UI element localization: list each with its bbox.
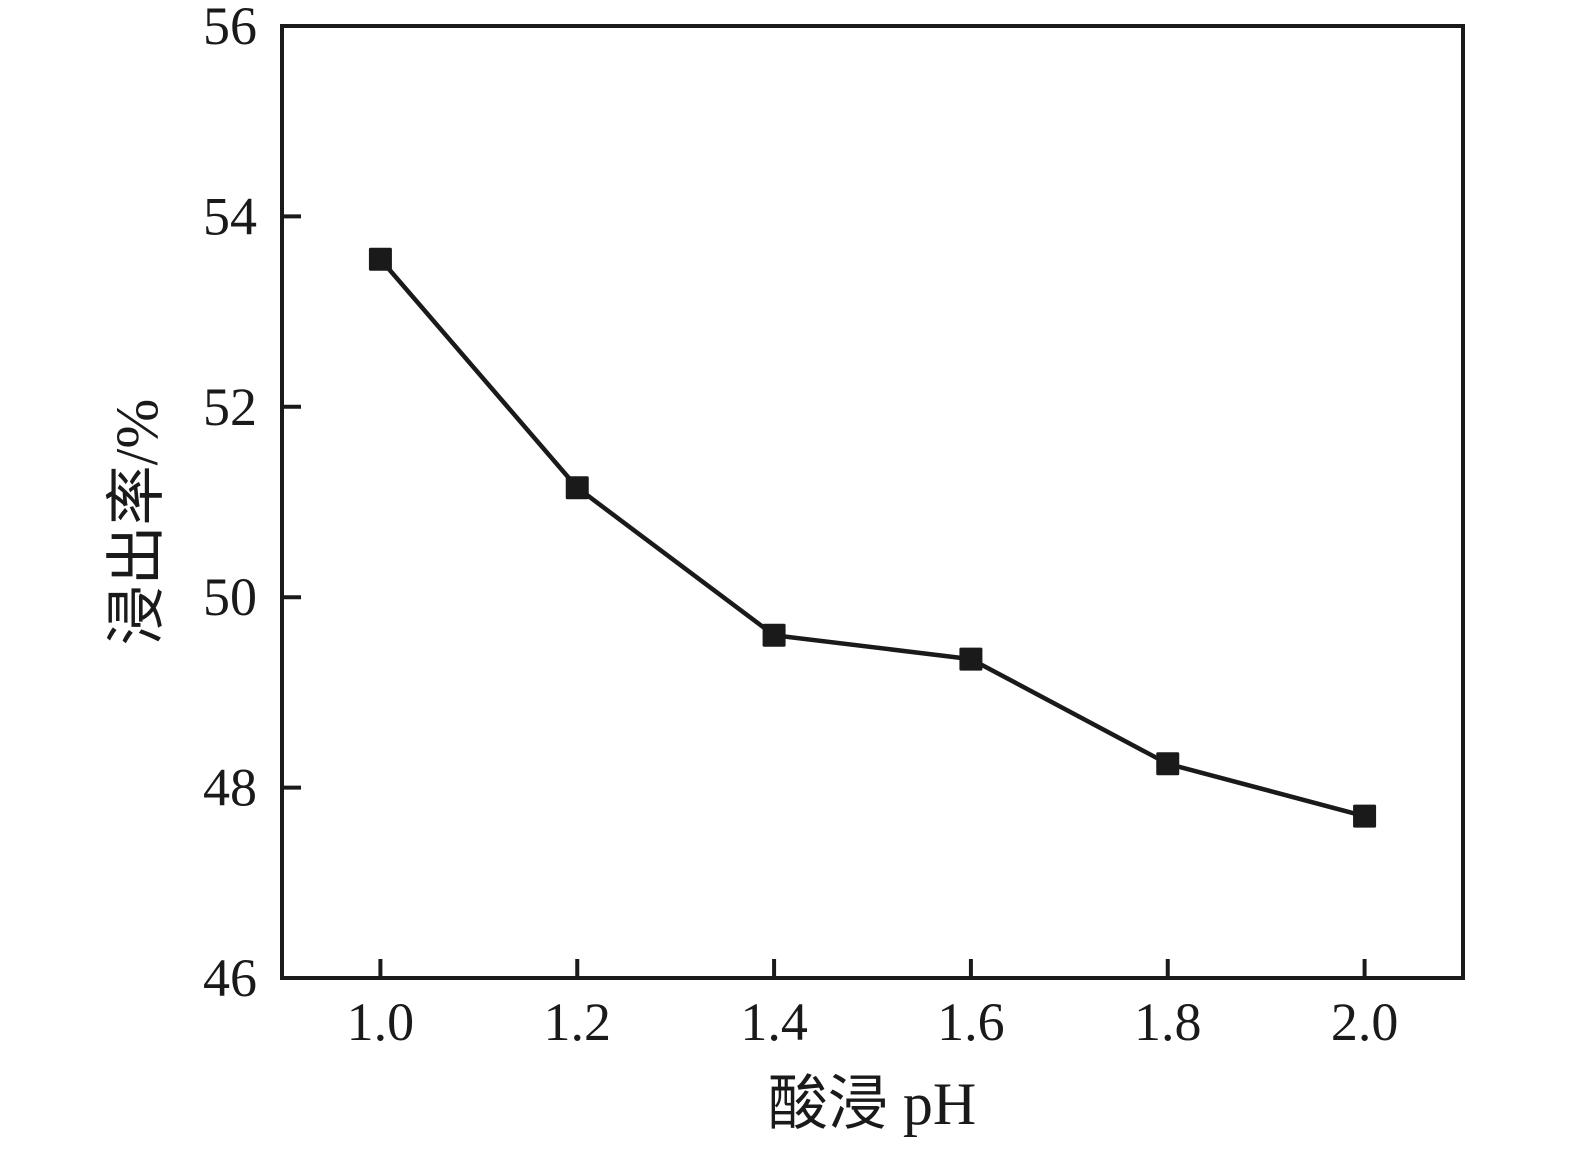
series-line [378,257,1366,819]
plot-area: 46 48 50 52 54 56 1.0 1.2 1.4 1.6 1.8 2.0 [203,0,1465,1052]
x-tick-label: 1.6 [937,992,1005,1052]
y-tick-label: 46 [203,948,257,1008]
data-point-marker [959,647,983,671]
data-point-marker [762,623,786,647]
data-point-marker [1156,752,1180,776]
x-tick-label: 1.4 [740,992,808,1052]
x-tick-label: 2.0 [1331,992,1399,1052]
data-point-marker [368,247,392,271]
x-tick-label: 1.2 [544,992,612,1052]
x-tick-label: 1.0 [347,992,415,1052]
y-tick-label: 54 [203,186,257,246]
data-point-marker [565,476,589,500]
x-tick-label: 1.8 [1134,992,1202,1052]
x-axis-title: 酸浸 pH [768,1071,976,1137]
data-point-marker [1353,804,1377,828]
y-tick-label: 56 [203,0,257,56]
y-tick-label: 50 [203,567,257,627]
y-tick-label: 48 [203,758,257,818]
plot-border [280,24,1465,980]
y-axis-title: 浸出率/% [104,399,170,646]
y-tick-label: 52 [203,377,257,437]
